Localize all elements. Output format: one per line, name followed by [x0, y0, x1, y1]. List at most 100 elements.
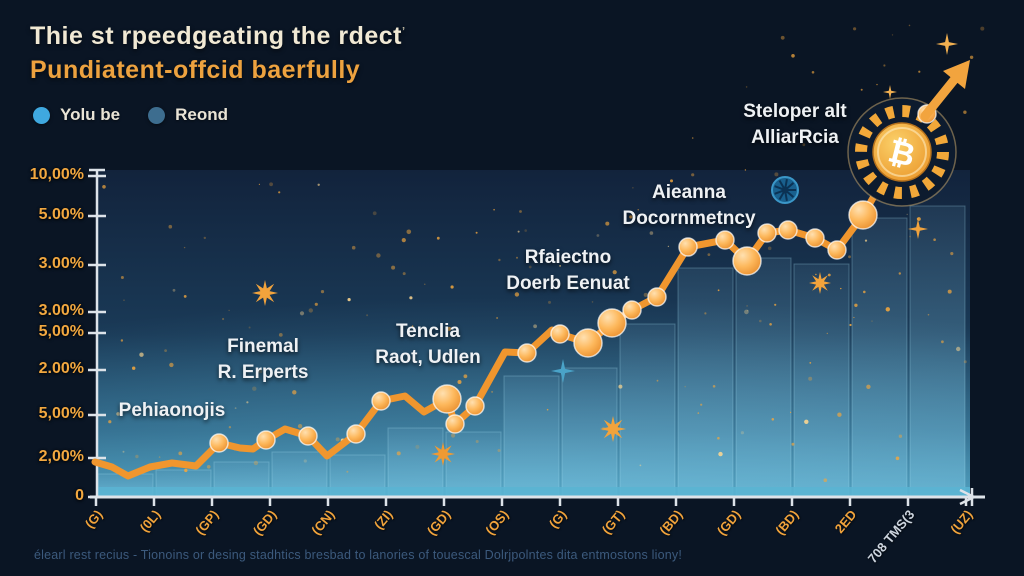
speck: [605, 221, 610, 226]
data-point: [827, 240, 847, 260]
speck: [980, 26, 985, 31]
data-point: [678, 237, 698, 257]
data-point: [597, 308, 627, 338]
speck: [169, 362, 174, 368]
speck: [898, 272, 901, 275]
star-icon: [809, 272, 831, 294]
speck: [849, 323, 852, 327]
gear-spoke: [778, 192, 785, 201]
speck: [183, 246, 186, 249]
speck: [697, 412, 700, 414]
y-axis-label: 10,00%: [29, 166, 84, 183]
speck: [769, 323, 772, 326]
speck: [745, 86, 748, 88]
speck: [475, 231, 478, 234]
speck: [791, 442, 795, 446]
speck: [222, 317, 225, 321]
gear-spoke: [786, 191, 795, 198]
speck: [632, 187, 634, 189]
speck: [278, 333, 283, 337]
speck: [376, 253, 381, 258]
speck: [102, 185, 106, 189]
background-bar: [793, 263, 850, 498]
page-title: Thie st rpeedgeating the rdect’: [30, 22, 406, 51]
speck: [496, 317, 499, 319]
speck: [548, 300, 551, 304]
speck: [123, 299, 125, 302]
speck: [871, 320, 873, 322]
trend-arrow-head: [943, 60, 970, 89]
speck: [158, 456, 161, 458]
gear-spoke: [786, 182, 795, 189]
speck: [823, 478, 828, 483]
speck: [956, 346, 961, 352]
speck: [308, 308, 313, 313]
speck: [767, 246, 772, 251]
speck: [612, 270, 617, 275]
legend-item-1: Yolu be: [33, 105, 120, 125]
speck: [436, 236, 440, 240]
speck: [717, 289, 720, 292]
legend-label: Reond: [175, 105, 229, 124]
data-point: [371, 391, 391, 411]
speck: [206, 465, 211, 469]
speck: [108, 420, 112, 424]
speck: [840, 287, 842, 290]
speck: [963, 360, 967, 364]
speck: [774, 172, 779, 177]
speck: [950, 252, 954, 256]
speck: [346, 470, 349, 473]
speck: [172, 288, 176, 292]
speck: [528, 265, 532, 269]
speck: [704, 312, 707, 315]
speck: [411, 325, 414, 328]
speck: [963, 110, 967, 114]
speck: [493, 208, 495, 211]
speck: [691, 137, 694, 139]
speck: [790, 411, 792, 413]
data-point: [445, 414, 465, 434]
speck: [854, 303, 858, 307]
speck: [808, 376, 813, 381]
data-point: [256, 430, 276, 450]
data-point: [517, 343, 537, 363]
speck: [740, 431, 745, 435]
page-subtitle: Pundiatent-offcid baerfully: [30, 56, 361, 84]
speck: [815, 273, 817, 276]
data-point: [573, 328, 603, 358]
speck: [178, 451, 183, 456]
gear-spoke: [774, 185, 783, 190]
data-point: [298, 426, 318, 446]
speck: [744, 169, 747, 171]
speck: [643, 292, 648, 297]
speck: [447, 326, 452, 331]
y-axis-label: 5,00%: [38, 323, 84, 340]
speck: [656, 379, 659, 382]
speck: [252, 386, 257, 391]
data-point: [715, 230, 735, 250]
speck: [320, 290, 325, 294]
y-axis-label: 3.00%: [38, 255, 84, 272]
speck: [791, 54, 795, 58]
legend: Yolu be Reond: [33, 105, 228, 125]
speck: [684, 385, 686, 388]
speck: [746, 309, 749, 312]
data-point: [346, 424, 366, 444]
background-bar: [735, 257, 792, 498]
gear-spoke: [774, 190, 783, 195]
speck: [759, 319, 762, 323]
speck: [744, 309, 749, 315]
speck: [258, 183, 260, 185]
speck: [771, 418, 775, 421]
speck: [853, 316, 855, 319]
speck: [863, 290, 866, 294]
speck: [475, 440, 479, 443]
speck: [618, 384, 623, 389]
speck: [406, 229, 412, 235]
speck: [809, 362, 812, 364]
data-point: [550, 324, 570, 344]
speck: [203, 236, 206, 240]
background-bar: [503, 375, 560, 498]
data-point: [805, 228, 825, 248]
speck: [639, 464, 642, 467]
